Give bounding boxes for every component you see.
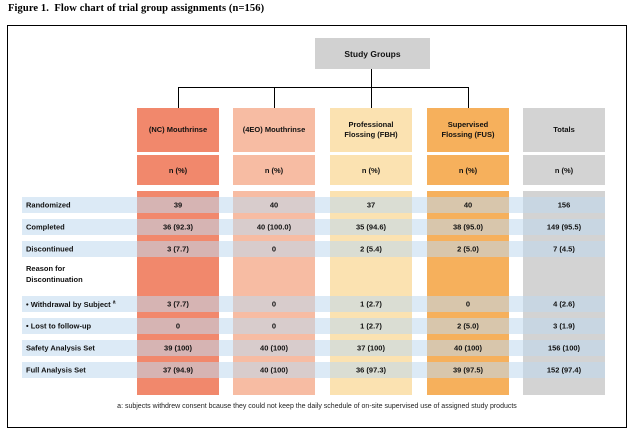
cell-value: 38 (95.0) xyxy=(452,222,484,232)
row-label: • Lost to follow-up xyxy=(26,321,92,331)
connector-drop-line-2 xyxy=(274,87,275,108)
group-header-totals: Totals xyxy=(523,108,605,152)
n-percent-header: n (%) xyxy=(523,155,605,185)
table-row-randomized: Randomized 39 40 37 40 156 xyxy=(22,197,605,213)
table-row-withdrawal-by-subject: • Withdrawal by Subject a 3 (7.7) 0 1 (2… xyxy=(22,296,605,312)
row-label: Full Analysis Set xyxy=(26,365,86,375)
table-row-reason-for-discontinuation: Reason for Discontinuation xyxy=(22,259,132,291)
connector-horizontal-line xyxy=(178,87,469,88)
footnote: a: subjects withdrew consent bcause they… xyxy=(117,403,517,410)
cell-value: 2 (5.4) xyxy=(360,244,382,254)
table-row-completed: Completed 36 (92.3) 40 (100.0) 35 (94.6)… xyxy=(22,219,605,235)
row-label: Reason for Discontinuation xyxy=(26,264,83,284)
cell-value: 1 (2.7) xyxy=(360,299,382,309)
cell-value: 40 (100.0) xyxy=(256,222,292,232)
cell-value: 4 (2.6) xyxy=(553,299,575,309)
cell-value: 40 (100) xyxy=(260,365,288,375)
cell-value: 40 (100) xyxy=(260,343,288,353)
connector-drop-line-1 xyxy=(178,87,179,108)
table-row-full-analysis-set: Full Analysis Set 37 (94.9) 40 (100) 36 … xyxy=(22,362,605,378)
group-header-professional-flossing: Professional Flossing (FBH) xyxy=(330,108,412,152)
cell-value: 3 (1.9) xyxy=(553,321,575,331)
row-label: Safety Analysis Set xyxy=(26,343,95,353)
cell-value: 39 (97.5) xyxy=(452,365,484,375)
cell-value: 2 (5.0) xyxy=(457,321,479,331)
cell-value: 2 (5.0) xyxy=(457,244,479,254)
cell-value: 152 (97.4) xyxy=(546,365,582,375)
table-row-lost-to-follow-up: • Lost to follow-up 0 0 1 (2.7) 2 (5.0) … xyxy=(22,318,605,334)
cell-value: 37 (94.9) xyxy=(162,365,194,375)
cell-value: 0 xyxy=(175,321,181,331)
group-header-4eo-mouthrinse: (4EO) Mouthrinse xyxy=(233,108,315,152)
cell-value: 40 xyxy=(463,200,473,210)
n-percent-header: n (%) xyxy=(233,155,315,185)
figure-title: Figure 1. Flow chart of trial group assi… xyxy=(8,3,265,14)
cell-value: 156 (100) xyxy=(547,343,581,353)
row-label: • Withdrawal by Subject a xyxy=(26,299,116,309)
row-label: Completed xyxy=(26,222,65,232)
cell-value: 3 (7.7) xyxy=(167,299,189,309)
connector-drop-line-3 xyxy=(371,87,372,108)
cell-value: 36 (92.3) xyxy=(162,222,194,232)
connector-stub-line xyxy=(371,69,372,87)
cell-value: 0 xyxy=(271,321,277,331)
table-row-safety-analysis-set: Safety Analysis Set 39 (100) 40 (100) 37… xyxy=(22,340,605,356)
cell-value: 3 (7.7) xyxy=(167,244,189,254)
cell-value: 37 xyxy=(366,200,376,210)
group-header-nc-mouthrinse: (NC) Mouthrinse xyxy=(137,108,219,152)
cell-value: 149 (95.5) xyxy=(546,222,582,232)
table-row-discontinued: Discontinued 3 (7.7) 0 2 (5.4) 2 (5.0) 7… xyxy=(22,241,605,257)
cell-value: 39 (100) xyxy=(164,343,192,353)
cell-value: 1 (2.7) xyxy=(360,321,382,331)
row-label: Discontinued xyxy=(26,244,74,254)
cell-value: 0 xyxy=(271,299,277,309)
row-label: Randomized xyxy=(26,200,71,210)
study-groups-box: Study Groups xyxy=(315,38,430,69)
connector-drop-line-4 xyxy=(468,87,469,108)
n-percent-header: n (%) xyxy=(330,155,412,185)
cell-value: 40 (100) xyxy=(454,343,482,353)
cell-value: 37 (100) xyxy=(357,343,385,353)
n-percent-header: n (%) xyxy=(427,155,509,185)
n-percent-header: n (%) xyxy=(137,155,219,185)
figure-frame xyxy=(7,25,627,428)
cell-value: 156 xyxy=(557,200,571,210)
cell-value: 35 (94.6) xyxy=(355,222,387,232)
cell-value: 39 xyxy=(173,200,183,210)
group-header-supervised-flossing: Supervised Flossing (FUS) xyxy=(427,108,509,152)
cell-value: 40 xyxy=(269,200,279,210)
cell-value: 0 xyxy=(271,244,277,254)
cell-value: 36 (97.3) xyxy=(355,365,387,375)
cell-value: 7 (4.5) xyxy=(553,244,575,254)
cell-value: 0 xyxy=(465,299,471,309)
